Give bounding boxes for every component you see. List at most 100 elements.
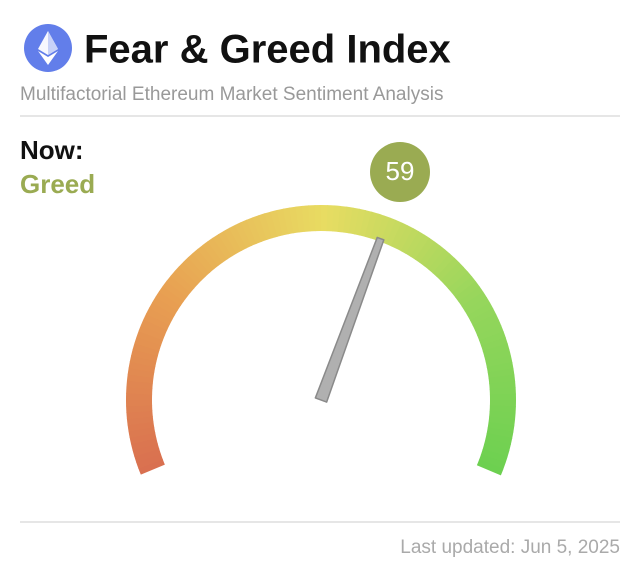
gauge-band	[364, 211, 379, 239]
gauge-band	[282, 207, 295, 235]
gauge-band	[132, 443, 160, 457]
gauge-band	[258, 213, 273, 240]
now-label: Now:	[20, 135, 84, 165]
gauge-band	[410, 234, 430, 260]
gauge-band	[132, 342, 160, 357]
gauge-band	[395, 225, 414, 252]
gauge-band	[451, 276, 477, 298]
gauge-band	[470, 308, 497, 326]
gauge-band	[149, 301, 176, 321]
gauge-band	[276, 208, 289, 236]
gauge-band	[136, 330, 164, 346]
gauge-band	[136, 453, 163, 469]
gauge-band	[130, 437, 158, 451]
gauge-band	[343, 206, 354, 234]
gauge-band	[359, 210, 373, 237]
gauge-band	[487, 368, 515, 379]
gauge-band	[192, 248, 215, 273]
gauge-band	[477, 325, 504, 342]
gauge-band	[485, 355, 513, 368]
gauge-band	[375, 215, 391, 243]
gauge-band	[146, 307, 173, 326]
gauge-band	[187, 252, 211, 277]
gauge-band	[436, 257, 460, 282]
title: Fear & Greed Index	[84, 28, 451, 72]
gauge-band	[370, 213, 385, 241]
gauge-band	[134, 336, 162, 351]
gauge-band	[448, 271, 473, 294]
gauge-band	[478, 454, 506, 470]
gauge-band	[170, 270, 195, 293]
gauge-band	[128, 361, 156, 373]
gauge-band	[484, 349, 512, 363]
gauge-band	[162, 280, 188, 302]
gauge-band	[126, 415, 154, 426]
gauge-band	[476, 459, 504, 476]
gauge-band	[134, 448, 161, 463]
gauge-band	[218, 230, 238, 257]
gauge-band	[131, 348, 158, 362]
gauge-band	[348, 207, 360, 235]
gauge-band	[197, 244, 219, 270]
gauge-band	[183, 257, 207, 281]
gauge-band	[414, 237, 436, 264]
gauge-band	[178, 261, 203, 285]
gauge-band	[127, 367, 155, 378]
gauge-band	[488, 374, 516, 385]
gauge-band	[138, 458, 165, 475]
gauge-band	[240, 219, 258, 247]
needle	[314, 236, 385, 403]
gauge-band	[461, 291, 488, 312]
value-bubble	[370, 142, 430, 202]
gauge-band	[129, 432, 157, 445]
gauge-band	[472, 313, 499, 331]
ethereum-logo	[24, 24, 72, 72]
gauge-band	[174, 266, 199, 289]
gauge-band	[486, 427, 514, 439]
gauge-band	[385, 219, 403, 247]
gauge-band	[400, 228, 420, 255]
subtitle: Multifactorial Ethereum Market Sentiment…	[20, 84, 443, 105]
gauge-band	[127, 421, 155, 432]
gauge-band	[337, 205, 348, 233]
gauge-band	[488, 416, 516, 427]
status: Greed	[20, 169, 95, 199]
gauge-band	[455, 281, 480, 303]
gauge-band	[423, 245, 446, 270]
gauge-band	[440, 262, 464, 286]
gauge-band	[155, 291, 181, 311]
gauge-band	[264, 211, 278, 239]
gauge-band	[126, 410, 153, 420]
gauge-band	[380, 217, 397, 245]
gauge-band	[444, 266, 469, 290]
gauge-band	[295, 205, 306, 233]
gauge-band	[479, 331, 506, 347]
gauge-band	[432, 253, 455, 278]
gauge-band	[270, 209, 284, 237]
gauge-band	[152, 296, 178, 316]
gauge-band	[289, 206, 300, 234]
gauge-band	[143, 313, 170, 331]
gauge-band	[487, 422, 515, 433]
gauge-band	[485, 432, 513, 446]
gauge-band	[207, 237, 228, 263]
gauge-band	[489, 380, 516, 390]
gauge-band	[246, 217, 263, 244]
gauge-band	[212, 233, 233, 260]
gauge-band	[482, 443, 510, 458]
gauge-band	[234, 222, 252, 249]
gauge-band	[482, 343, 510, 357]
gauge-band	[202, 241, 224, 266]
gauge-band	[126, 373, 154, 384]
gauge-band	[301, 205, 311, 232]
gauge-band	[128, 426, 156, 439]
gauge-band	[126, 380, 153, 389]
gauge-band	[480, 449, 508, 464]
gauge-band	[353, 208, 367, 236]
gauge-band	[390, 222, 408, 249]
gauge-band	[229, 224, 247, 251]
last-updated: Last updated: Jun 5, 2025	[400, 537, 620, 558]
gauge: 59	[126, 142, 516, 476]
gauge-band	[138, 324, 166, 341]
